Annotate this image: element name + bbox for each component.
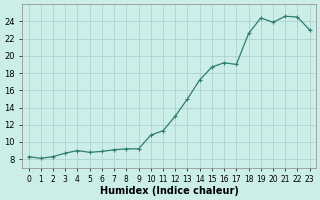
X-axis label: Humidex (Indice chaleur): Humidex (Indice chaleur) <box>100 186 239 196</box>
